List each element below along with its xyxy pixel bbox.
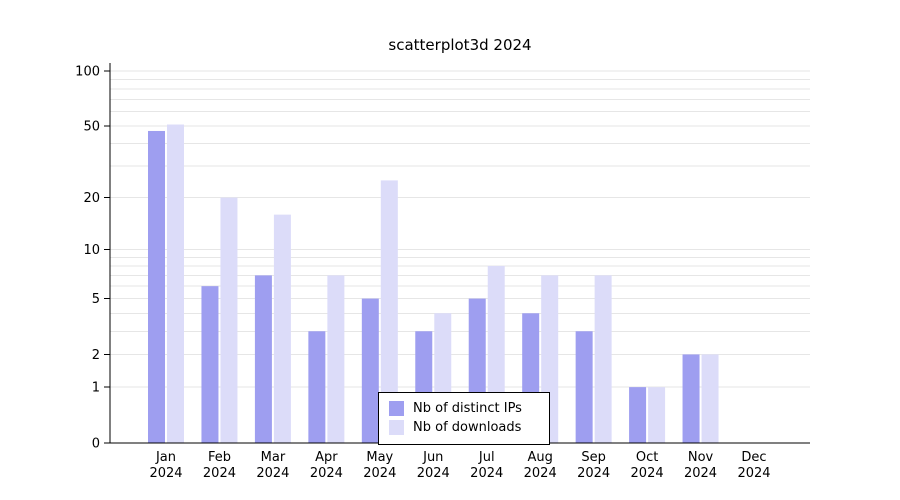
legend-swatch-distinct-ips (389, 401, 404, 416)
svg-text:20: 20 (83, 191, 100, 206)
svg-text:2024: 2024 (737, 466, 770, 481)
svg-text:2024: 2024 (203, 466, 236, 481)
svg-text:2024: 2024 (524, 466, 557, 481)
svg-text:100: 100 (75, 65, 100, 80)
svg-text:2024: 2024 (310, 466, 343, 481)
svg-text:1: 1 (92, 381, 100, 396)
legend-swatch-downloads (389, 420, 404, 435)
svg-text:0: 0 (92, 437, 100, 452)
svg-text:2024: 2024 (631, 466, 664, 481)
svg-text:2024: 2024 (577, 466, 610, 481)
svg-text:Jan: Jan (155, 450, 176, 465)
svg-text:Aug: Aug (527, 450, 552, 465)
svg-text:50: 50 (83, 120, 100, 135)
svg-text:Jun: Jun (422, 450, 443, 465)
legend-label-downloads: Nb of downloads (413, 420, 522, 435)
svg-text:Apr: Apr (315, 450, 338, 465)
svg-text:2: 2 (92, 348, 100, 363)
legend-item-downloads: Nb of downloads (389, 418, 539, 437)
svg-text:2024: 2024 (684, 466, 717, 481)
chart-title: scatterplot3d 2024 (388, 36, 532, 54)
svg-text:2024: 2024 (363, 466, 396, 481)
svg-text:10: 10 (83, 243, 100, 258)
svg-text:Oct: Oct (636, 450, 658, 465)
svg-text:Jul: Jul (478, 450, 495, 465)
legend: Nb of distinct IPs Nb of downloads (378, 392, 550, 445)
svg-text:Mar: Mar (261, 450, 286, 465)
svg-text:Dec: Dec (741, 450, 766, 465)
svg-text:Sep: Sep (581, 450, 606, 465)
svg-text:May: May (366, 450, 393, 465)
legend-item-distinct-ips: Nb of distinct IPs (389, 399, 539, 418)
svg-text:2024: 2024 (149, 466, 182, 481)
svg-text:2024: 2024 (256, 466, 289, 481)
svg-text:Feb: Feb (208, 450, 231, 465)
svg-text:2024: 2024 (417, 466, 450, 481)
svg-text:Nov: Nov (688, 450, 714, 465)
svg-text:2024: 2024 (470, 466, 503, 481)
svg-text:5: 5 (92, 292, 100, 307)
legend-label-distinct-ips: Nb of distinct IPs (413, 401, 522, 416)
